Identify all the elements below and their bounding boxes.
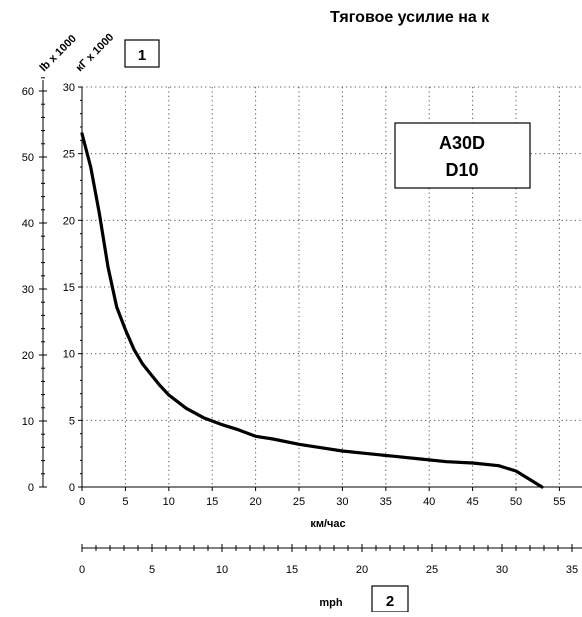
x-axis-title-kmh: км/час [310,518,345,530]
x-kmh-tick-label-20: 20 [249,496,261,508]
y-kgf-tick-label-20: 20 [63,215,75,227]
x-mph-tick-label-25: 25 [426,564,438,576]
y-lb-tick-label-20: 20 [22,350,34,362]
y-axis-title-kgf: кГ x 1000 [74,31,117,74]
x-kmh-tick-label-0: 0 [79,496,85,508]
y-lb-tick-label-60: 60 [22,86,34,98]
y-kgf-tick-label-5: 5 [69,415,75,427]
y-kgf-tick-label-30: 30 [63,82,75,94]
x-kmh-tick-label-10: 10 [163,496,175,508]
y-lb-tick-label-30: 30 [22,284,34,296]
x-mph-tick-label-35: 35 [566,564,578,576]
x-mph-tick-label-0: 0 [79,564,85,576]
x-mph-tick-label-20: 20 [356,564,368,576]
chart-title: Тяговое усилие на к [330,9,490,26]
x-kmh-tick-label-40: 40 [423,496,435,508]
y-kgf-tick-label-0: 0 [69,482,75,494]
x-kmh-tick-label-25: 25 [293,496,305,508]
y-axis-title-lb: lb x 1000 [38,33,79,74]
x-kmh-tick-label-15: 15 [206,496,218,508]
marker-box-1-label: 1 [138,47,146,64]
marker-box-2 [371,585,409,613]
x-kmh-tick-label-55: 55 [553,496,565,508]
x-kmh-tick-label-5: 5 [122,496,128,508]
x-mph-tick-label-30: 30 [496,564,508,576]
y-lb-tick-label-0: 0 [28,482,34,494]
x-kmh-tick-label-30: 30 [336,496,348,508]
y-kgf-tick-label-10: 10 [63,349,75,361]
x-kmh-tick-label-35: 35 [380,496,392,508]
y-kgf-tick-label-15: 15 [63,282,75,294]
x-kmh-tick-label-45: 45 [466,496,478,508]
legend-line-1: A30D [439,133,485,153]
marker-box-2-label: 2 [386,593,394,610]
x-mph-tick-label-10: 10 [216,564,228,576]
y-lb-tick-label-40: 40 [22,218,34,230]
tractive-effort-curve [80,132,544,489]
legend-box [394,122,531,189]
x-mph-tick-label-5: 5 [149,564,155,576]
y-lb-tick-label-10: 10 [22,416,34,428]
marker-box-1 [124,39,160,68]
x-kmh-tick-label-50: 50 [510,496,522,508]
y-lb-tick-label-50: 50 [22,152,34,164]
x-axis-title-mph: mph [319,597,343,609]
legend-line-2: D10 [445,160,478,180]
x-mph-tick-label-15: 15 [286,564,298,576]
y-kgf-tick-label-25: 25 [63,149,75,161]
